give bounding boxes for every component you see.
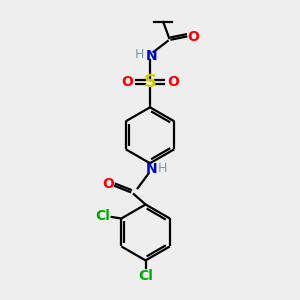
Text: N: N xyxy=(146,49,158,63)
Text: Cl: Cl xyxy=(95,208,110,223)
Text: S: S xyxy=(143,73,157,91)
Text: N: N xyxy=(146,162,158,176)
Text: O: O xyxy=(121,75,133,89)
Text: O: O xyxy=(102,177,114,191)
Text: H: H xyxy=(158,162,167,175)
Text: O: O xyxy=(188,30,200,44)
Text: H: H xyxy=(135,48,144,61)
Text: Cl: Cl xyxy=(138,269,153,283)
Text: O: O xyxy=(167,75,179,89)
